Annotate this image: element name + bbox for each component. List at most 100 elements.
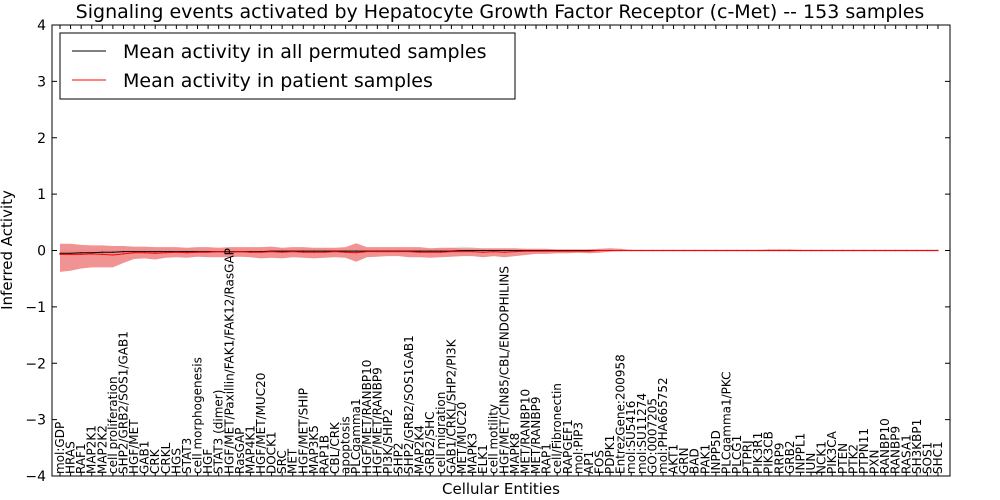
point-patient (493, 251, 495, 253)
point-patient (725, 249, 728, 252)
point-patient (503, 251, 505, 253)
x-tick-label: RAP1B (318, 435, 332, 474)
point-patient (345, 251, 347, 253)
x-tick-label: MET/MUC20 (455, 402, 469, 474)
x-tick-label: RAP1 (540, 443, 554, 474)
x-tick-label: PIK3R1 (751, 432, 765, 474)
point-permuted (440, 250, 442, 252)
point-patient (620, 249, 622, 252)
x-tick-label: PLCgamma1/PKC (719, 371, 733, 474)
x-tick-label: MET/RANBP10 (518, 389, 532, 474)
point-patient (736, 249, 738, 252)
y-tick-label: 0 (37, 244, 46, 260)
point-permuted (70, 252, 72, 254)
point-patient (397, 251, 400, 253)
point-patient (387, 251, 389, 253)
point-patient (524, 250, 527, 252)
point-patient (588, 250, 590, 252)
x-tick-label: GAB1 (138, 441, 152, 474)
point-permuted (482, 249, 484, 252)
point-patient (672, 249, 675, 252)
legend-label-permuted: Mean activity in all permuted samples (123, 41, 486, 63)
x-tick-label: EntrezGene:200958 (614, 354, 628, 474)
point-patient (863, 249, 865, 252)
point-patient (281, 251, 283, 253)
x-tick-label: SHP2/GRB2/SOS1GAB1 (402, 335, 416, 474)
x-tick-label: INPPL1 (794, 433, 808, 474)
x-tick-label: mol:PIP3 (571, 422, 585, 474)
x-tick-label: GAB1/CRKL/SHP2/PI3K (444, 338, 458, 474)
x-tick-label: cell proliferation (106, 376, 120, 474)
x-tick-label: GO:0007205 (645, 398, 659, 474)
point-patient (535, 250, 537, 252)
point-patient (937, 249, 939, 252)
point-patient (218, 251, 220, 253)
x-tick-label: PTEN (836, 443, 850, 474)
x-tick-label: FOS (593, 450, 607, 474)
point-patient (715, 249, 717, 252)
series-line-patient (60, 250, 938, 256)
x-tick-label: GRB2/SHC (423, 411, 437, 474)
point-patient (302, 251, 304, 253)
x-tick-label: PIK3CB (762, 431, 776, 474)
point-patient (91, 253, 93, 255)
x-tick-label: HGF/MET/RANBP9 (370, 367, 384, 474)
x-tick-label: AP1 (582, 451, 596, 474)
x-tick-label: MAPK3 (466, 433, 480, 474)
chart-title: Signaling events activated by Hepatocyte… (76, 1, 925, 23)
x-tick-label: RANBP9 (889, 426, 903, 474)
point-patient (641, 249, 643, 252)
x-tick-label: mol:SU11274 (635, 393, 649, 474)
x-tick-label: CBL/CRK (328, 421, 342, 474)
point-patient (186, 252, 188, 254)
point-patient (831, 249, 833, 252)
point-permuted (144, 251, 146, 253)
point-patient (408, 251, 410, 253)
y-tick-label: 1 (37, 187, 46, 203)
point-patient (355, 252, 357, 254)
x-tick-label: cell migration (434, 392, 448, 474)
x-tick-label: HGF (201, 449, 215, 474)
point-permuted (302, 250, 304, 252)
point-permuted (122, 251, 125, 253)
point-permuted (345, 250, 347, 252)
point-patient (461, 251, 463, 253)
x-tick-label: mol:SU5416 (624, 401, 638, 474)
x-tick-label: PAK1 (698, 444, 712, 474)
point-patient (144, 252, 146, 254)
legend: Mean activity in all permuted samples Me… (59, 32, 516, 100)
point-patient (228, 251, 230, 253)
point-permuted (133, 251, 135, 253)
x-tick-label: cell motility (487, 404, 501, 474)
x-tick-label: RASA1 (899, 434, 913, 474)
x-tick-label: MAP4K1 (243, 425, 257, 474)
point-patient (683, 249, 685, 252)
point-permuted (503, 249, 505, 252)
point-patient (747, 249, 749, 252)
x-tick-label: NCK1 (815, 441, 829, 474)
point-permuted (112, 251, 114, 253)
x-tick-label: SHP2/GRB2/SOS1/GAB1 (117, 331, 131, 474)
point-patient (154, 252, 156, 254)
x-tick-label: CRKL (159, 442, 173, 474)
point-patient (556, 250, 558, 252)
x-tick-label: STAT3 (180, 438, 194, 474)
point-patient (239, 251, 241, 253)
point-patient (852, 249, 855, 252)
x-tick-label: mol:GDP (53, 422, 67, 474)
x-tick-label: MAP2K4 (413, 425, 427, 474)
point-patient (577, 250, 579, 252)
point-patient (440, 251, 442, 253)
x-tick-label: HGF/MET (127, 419, 141, 474)
y-tick-label: −1 (25, 300, 46, 316)
x-tick-label: SHP2 (392, 442, 406, 474)
x-tick-label: PTK2 (846, 444, 860, 474)
point-patient (419, 251, 421, 253)
x-tick-label: HRAS (64, 441, 78, 474)
x-tick-label: HGF/MET/MUC20 (254, 373, 268, 474)
x-tick-label: PXN (868, 450, 882, 474)
point-permuted (59, 252, 61, 254)
x-tick-label: CRK (148, 448, 162, 474)
point-patient (768, 249, 770, 252)
x-tick-label: PDPK1 (603, 435, 617, 474)
